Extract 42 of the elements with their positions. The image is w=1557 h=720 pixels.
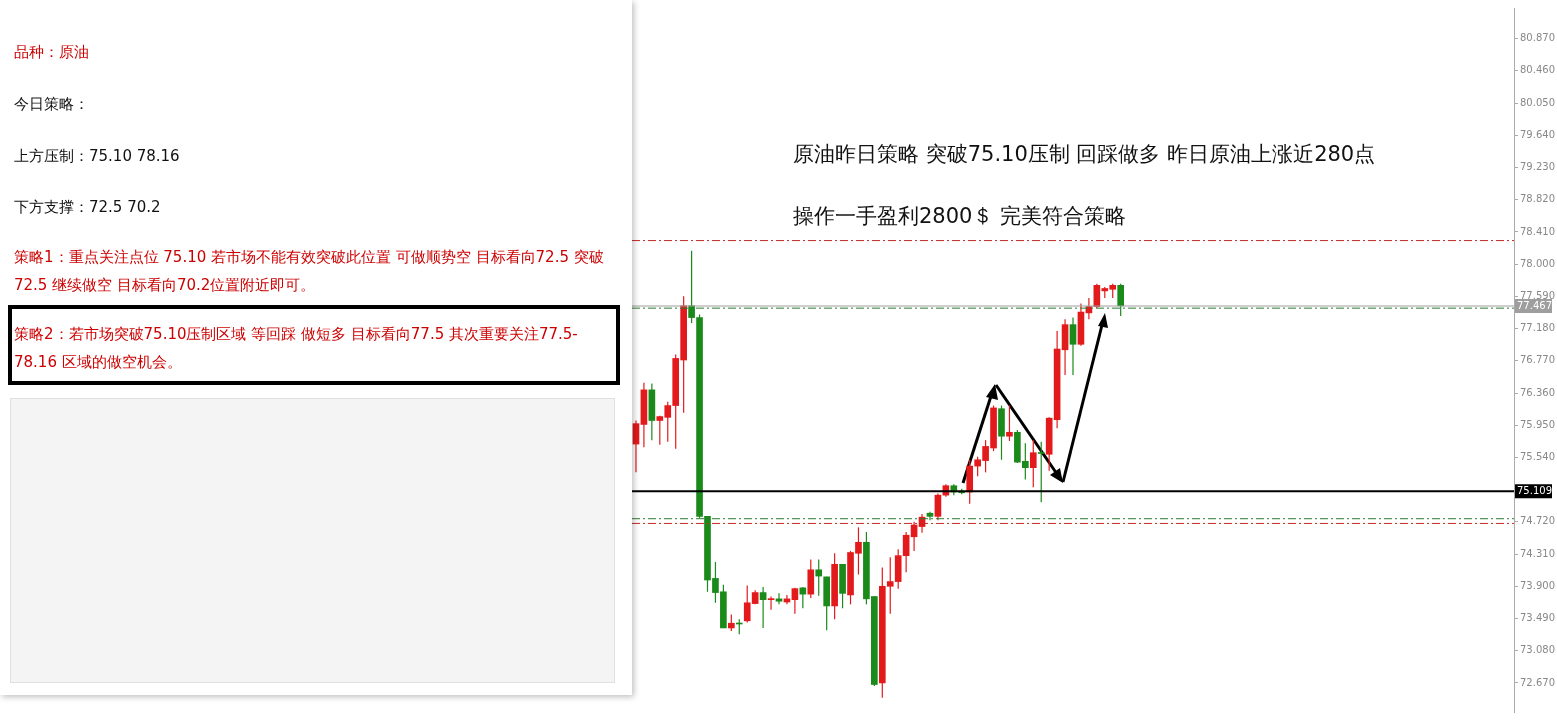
text: 今日策略： <box>14 94 90 115</box>
candlestick <box>1069 316 1077 376</box>
y-tick-label: 73.490 <box>1520 612 1556 624</box>
y-tick-label: 79.230 <box>1520 161 1556 173</box>
candlestick <box>791 587 799 615</box>
candlestick <box>767 595 775 611</box>
text: 品种：原油 <box>14 42 90 63</box>
y-tick-label: 72.670 <box>1520 676 1556 688</box>
candlestick <box>759 586 767 629</box>
y-tick-label: 76.770 <box>1520 354 1556 366</box>
candlestick <box>1117 283 1125 317</box>
y-tick-label: 74.310 <box>1520 547 1556 559</box>
candlestick <box>1006 404 1013 442</box>
candlestick <box>1037 441 1045 503</box>
text: 策略2：若市场突破75.10压制区域 等回踩 做短多 目标看向77.5 其次重要关注77.5-78.16 区域的做空机会。 <box>14 324 579 373</box>
y-tick-label: 77.590 <box>1520 289 1556 301</box>
candlestick <box>815 558 823 597</box>
y-tick-label: 78.000 <box>1520 257 1556 269</box>
y-tick-label: 73.080 <box>1520 644 1556 656</box>
y-tick-label: 80.870 <box>1520 32 1556 44</box>
ref-line-label: 75.109 <box>1517 484 1553 496</box>
y-tick-label: 78.820 <box>1520 193 1556 205</box>
text: 策略1：重点关注点位 75.10 若市场不能有效突破此位置 可做顺势空 目标看向72.5 突破72.5 继续做空 目标看向70.2位置附近即可。 <box>14 247 605 296</box>
y-tick-label: 74.720 <box>1520 515 1556 527</box>
text: 上方压制：75.10 78.16 <box>14 146 181 167</box>
y-tick-label: 73.900 <box>1520 579 1556 591</box>
y-tick-label: 80.050 <box>1520 96 1556 108</box>
y-tick-label: 76.360 <box>1520 386 1556 398</box>
annotation: 原油昨日策略 突破75.10压制 回踩做多 昨日原油上涨近280点 <box>793 141 1376 168</box>
y-tick-label: 75.950 <box>1520 418 1556 430</box>
y-tick-label: 80.460 <box>1520 64 1556 76</box>
y-tick-label: 75.540 <box>1520 451 1556 463</box>
y-tick-label: 78.410 <box>1520 225 1556 237</box>
candlestick <box>1029 439 1037 488</box>
y-tick-label: 77.180 <box>1520 322 1556 334</box>
candlestick <box>775 592 783 605</box>
y-tick-label: 79.640 <box>1520 128 1556 140</box>
candlestick <box>632 419 640 473</box>
candlestick <box>934 492 942 521</box>
annotation: 操作一手盈利2800＄ 完美符合策略 <box>793 203 1127 230</box>
ref-line-label: 77.467 <box>1517 299 1553 311</box>
text: 下方支撑：72.5 70.2 <box>14 197 162 218</box>
